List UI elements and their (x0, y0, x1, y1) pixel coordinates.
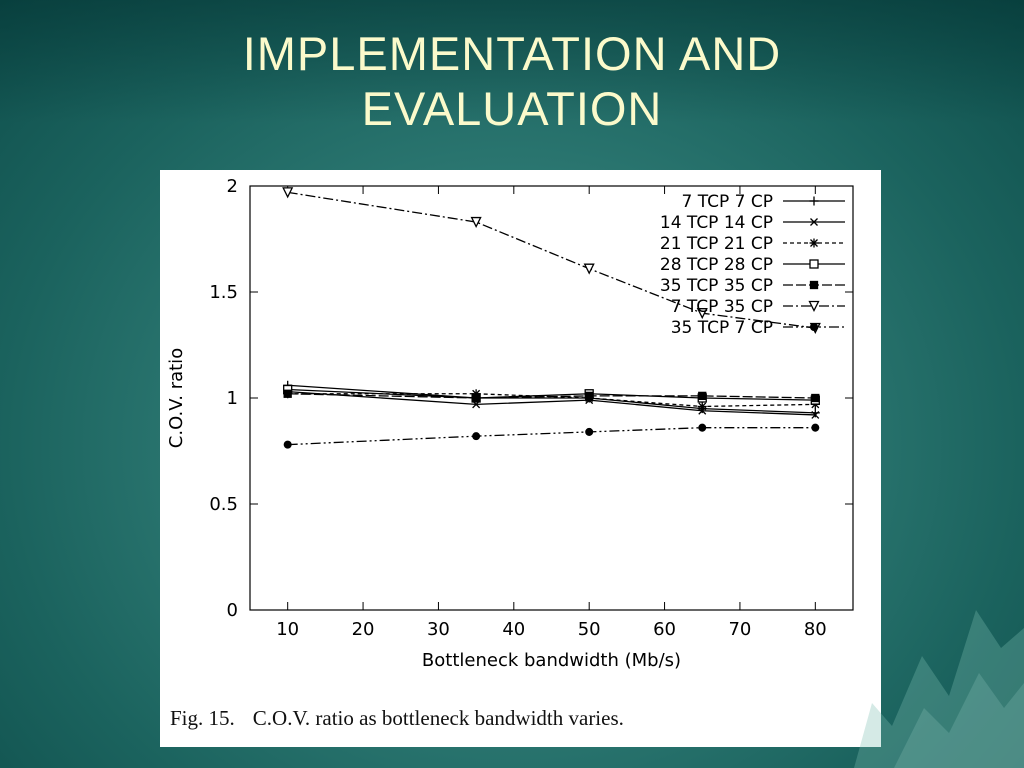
marker-circle-filled (472, 432, 481, 441)
marker-square-filled (283, 389, 292, 398)
x-axis-label: Bottleneck bandwidth (Mb/s) (422, 650, 681, 671)
slide-title: IMPLEMENTATION AND EVALUATION (0, 26, 1024, 137)
marker-square-filled (471, 393, 481, 403)
marker-square-open (809, 259, 819, 269)
legend-entry-5: 7 TCP 35 CP (671, 297, 845, 317)
marker-triangle-down-open (470, 216, 482, 228)
marker-circle-filled (698, 423, 707, 432)
legend-entry-2: 21 TCP 21 CP (660, 234, 845, 254)
marker-cross (811, 410, 820, 419)
marker-triangle-down-open (808, 300, 820, 312)
chart-svg: 10 20 30 40 50 60 70 80 0 0.5 1 1.5 2 Bottleneck band… (166, 176, 854, 671)
slide-title-line2: EVALUATION (361, 82, 663, 136)
marker-triangle-down-open (282, 187, 294, 199)
y-tick-label: 1.5 (209, 282, 238, 303)
y-axis-label: C.O.V. ratio (166, 348, 187, 448)
x-tick-label: 20 (352, 619, 375, 640)
marker-triangle-down-open (696, 308, 708, 320)
x-tick-label: 40 (502, 619, 525, 640)
y-tick-label: 0.5 (209, 494, 238, 515)
mountain-decoration (854, 610, 1024, 768)
x-tick-label: 50 (578, 619, 601, 640)
legend-label: 35 TCP 35 CP (660, 276, 773, 296)
figure-caption-label: Fig. 15. (170, 706, 235, 730)
y-tick-label: 2 (227, 176, 238, 197)
x-tick-label: 80 (804, 619, 827, 640)
marker-square-filled (698, 391, 707, 401)
marker-circle-filled (809, 322, 819, 332)
y-tick-label: 1 (227, 388, 238, 409)
legend-label: 7 TCP 35 CP (671, 297, 773, 317)
legend-label: 28 TCP 28 CP (660, 255, 773, 275)
legend-label: 35 TCP 7 CP (671, 318, 773, 338)
legend-entry-0: 7 TCP 7 CP (682, 192, 845, 212)
marker-triangle-down-open (583, 263, 595, 275)
legend-entry-3: 28 TCP 28 CP (660, 255, 845, 275)
marker-square-filled (809, 280, 819, 290)
marker-circle-filled (811, 423, 820, 432)
figure-panel: 10 20 30 40 50 60 70 80 0 0.5 1 1.5 2 Bottleneck band… (160, 170, 881, 747)
legend-entry-1: 14 TCP 14 CP (660, 213, 845, 233)
legend-entry-6: 35 TCP 7 CP (671, 318, 845, 338)
marker-circle-filled (585, 427, 594, 436)
cov-ratio-chart: 10 20 30 40 50 60 70 80 0 0.5 1 1.5 2 Bottleneck band… (160, 170, 881, 684)
x-tick-label: 30 (427, 619, 450, 640)
figure-caption: Fig. 15. C.O.V. ratio as bottleneck bandw… (160, 706, 881, 747)
slide-title-line1: IMPLEMENTATION AND (242, 27, 782, 80)
marker-square-filled (585, 391, 594, 401)
marker-asterisk (698, 402, 707, 411)
y-tick-label: 0 (227, 600, 238, 621)
legend-label: 21 TCP 21 CP (660, 234, 773, 254)
marker-square-filled (811, 393, 820, 403)
legend-entry-4: 35 TCP 35 CP (660, 276, 845, 296)
legend-label: 14 TCP 14 CP (660, 213, 773, 233)
x-tick-label: 10 (276, 619, 299, 640)
figure-caption-text: C.O.V. ratio as bottleneck bandwidth var… (252, 706, 624, 730)
legend-label: 7 TCP 7 CP (682, 192, 773, 212)
marker-circle-filled (283, 440, 292, 449)
x-tick-label: 60 (653, 619, 676, 640)
marker-asterisk (810, 239, 818, 247)
x-tick-label: 70 (728, 619, 751, 640)
marker-cross (810, 218, 818, 226)
